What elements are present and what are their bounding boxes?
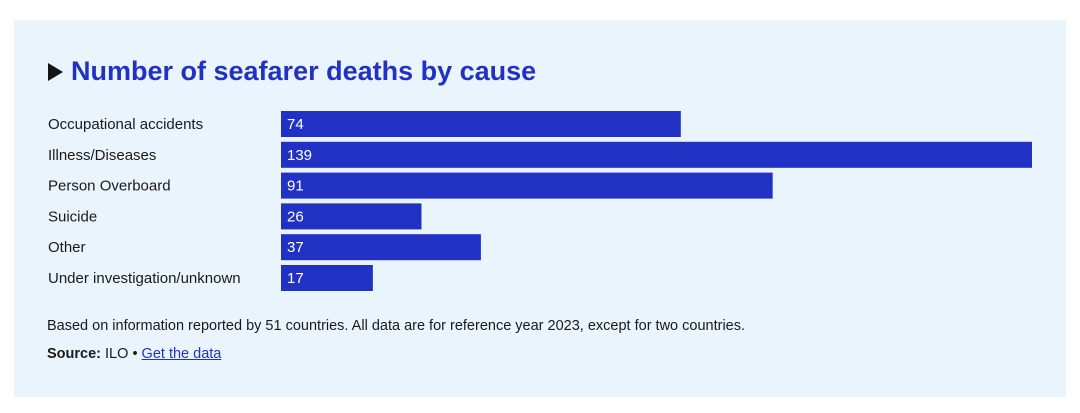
bar-value-label: 74 xyxy=(287,116,304,133)
category-label: Under investigation/unknown xyxy=(48,270,241,287)
bar[interactable] xyxy=(281,234,481,261)
bar[interactable] xyxy=(281,265,373,291)
category-label: Other xyxy=(48,239,86,256)
source-value: ILO xyxy=(105,346,129,362)
bar-value-label: 37 xyxy=(287,239,304,256)
category-label: Illness/Diseases xyxy=(48,147,156,164)
chart-note: Based on information reported by 51 coun… xyxy=(47,318,746,334)
bar[interactable] xyxy=(281,172,773,199)
get-data-link[interactable]: Get the data xyxy=(141,346,222,362)
bar-value-label: 91 xyxy=(287,178,304,195)
title-row[interactable]: Number of seafarer deaths by cause xyxy=(48,56,536,87)
chart-title: Number of seafarer deaths by cause xyxy=(71,56,537,86)
source-line: Source: ILO • Get the data xyxy=(47,346,221,362)
bar-chart: Occupational accidents 74 Illness/Diseases… xyxy=(48,111,1032,291)
category-label: Suicide xyxy=(48,208,97,225)
bar[interactable] xyxy=(281,203,422,230)
category-label: Person Overboard xyxy=(48,178,171,195)
bar-value-label: 139 xyxy=(287,147,312,164)
category-label: Occupational accidents xyxy=(48,116,203,133)
expand-triangle-icon[interactable] xyxy=(48,62,63,81)
bar-value-label: 26 xyxy=(287,208,304,225)
bar[interactable] xyxy=(281,141,1032,168)
bar[interactable] xyxy=(281,111,681,137)
source-separator: • xyxy=(132,346,138,362)
source-label: Source: xyxy=(47,346,101,362)
chart-card: Number of seafarer deaths by cause Occup… xyxy=(14,20,1066,397)
bar-value-label: 17 xyxy=(287,270,304,287)
